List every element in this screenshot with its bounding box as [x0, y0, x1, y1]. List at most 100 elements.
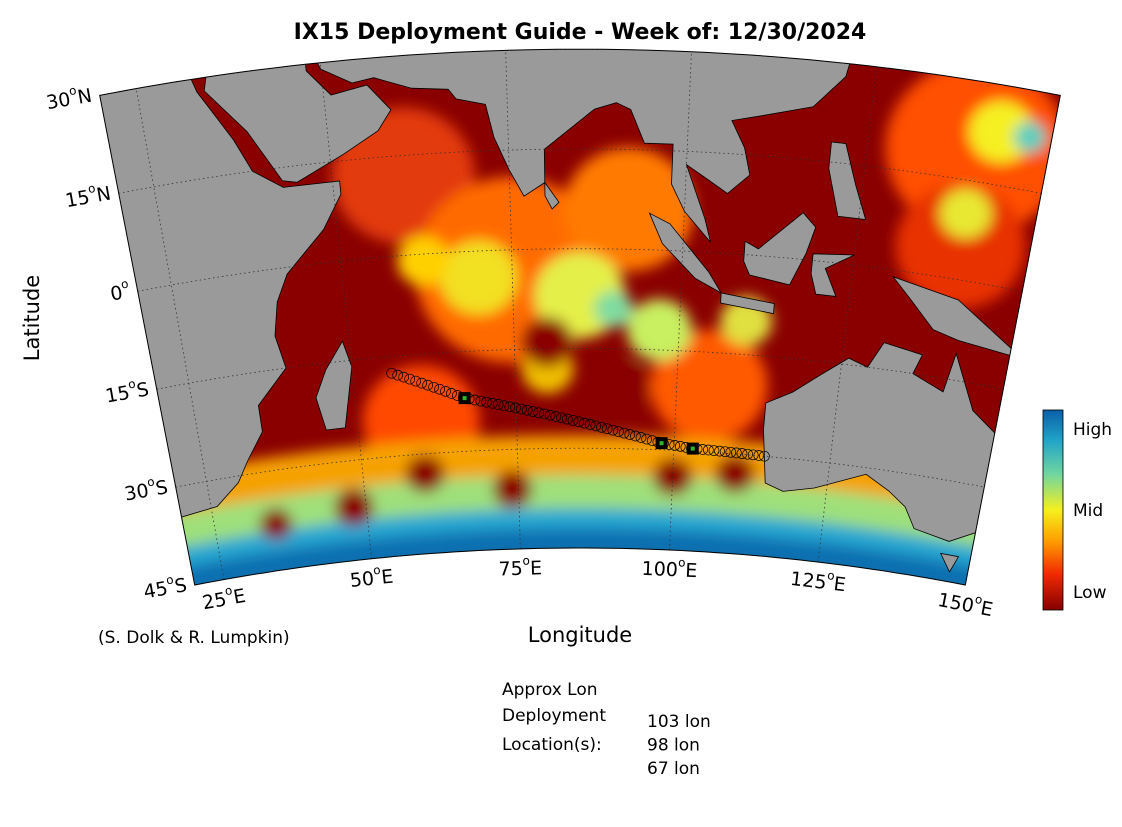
track-point: [550, 411, 562, 422]
grid-line: [118, 148, 1042, 194]
tick-number: 150: [936, 588, 976, 617]
track-point: [607, 424, 619, 436]
ocean-blob: [650, 329, 768, 442]
track-point: [630, 430, 641, 442]
track-point: [504, 401, 516, 413]
tick-label: 30oN: [44, 80, 94, 114]
land-mass: [203, 50, 392, 183]
track-point: [527, 406, 539, 417]
track-point: [669, 440, 681, 451]
track-point: [446, 388, 457, 399]
tick-number: 15: [64, 186, 92, 212]
track-point: [702, 444, 714, 456]
tick-number: 15: [104, 381, 132, 407]
grid-line: [175, 447, 985, 488]
tick-label: 50oE: [348, 561, 394, 591]
track-point: [386, 367, 397, 379]
ocean-blob: [259, 508, 293, 540]
credit: (S. Dolk & R. Lumpkin): [98, 628, 290, 648]
tick-number: 45: [142, 577, 170, 603]
track-point: [742, 448, 753, 460]
tick-label: 45oS: [141, 570, 188, 603]
ocean-blob: [521, 317, 574, 367]
tick-hemisphere: S: [173, 574, 189, 598]
ocean-blob: [1013, 121, 1047, 153]
deployment-heading: Deployment: [502, 706, 606, 726]
tick-degree: o: [224, 583, 234, 598]
tick-number: 125: [789, 567, 828, 593]
ocean-blob: [397, 235, 450, 286]
track-point: [747, 449, 759, 461]
tick-degree: o: [146, 474, 156, 489]
track-point: [416, 377, 428, 389]
tick-degree: o: [68, 83, 78, 98]
tick-label: 0o: [108, 276, 132, 305]
deployment-marker-center: [659, 441, 664, 446]
track-point: [392, 369, 404, 381]
colorbar-label: Low: [1073, 583, 1107, 603]
tick-number: 100: [641, 557, 678, 581]
tick-hemisphere: S: [135, 378, 151, 402]
track-point: [584, 419, 596, 430]
tick-number: 25: [201, 588, 229, 614]
track-point: [759, 450, 770, 462]
track-point: [714, 445, 725, 457]
track-point: [481, 396, 492, 408]
track-point: [561, 413, 573, 425]
track-point: [498, 400, 510, 411]
tick-label: 15oS: [103, 374, 150, 407]
track-point: [573, 416, 585, 428]
land-mass: [315, 340, 353, 431]
tick-degree: o: [678, 555, 686, 569]
colorbar-label: High: [1073, 420, 1112, 440]
track-point: [736, 448, 748, 459]
title: IX15 Deployment Guide - Week of: 12/30/2…: [294, 20, 867, 45]
y-axis-label: Latitude: [20, 275, 44, 361]
track-point: [618, 427, 630, 439]
deployment-location: 98 lon: [647, 736, 700, 756]
tick-label: 15oN: [63, 178, 113, 212]
ocean-blob: [895, 184, 1026, 309]
tick-label: 25oE: [200, 580, 247, 613]
track-point: [579, 417, 590, 429]
tick-label: 150oE: [936, 585, 996, 621]
track-point: [492, 399, 504, 410]
track-point: [567, 415, 579, 426]
tick-number: 30: [123, 479, 151, 505]
deployment-location: 103 lon: [647, 712, 711, 732]
tick-degree: o: [372, 562, 381, 577]
tick-degree: o: [127, 376, 137, 391]
tick-number: 50: [349, 567, 375, 591]
tick-hemisphere: E: [380, 565, 394, 588]
track-point: [434, 383, 445, 395]
track-point: [753, 450, 765, 461]
tick-degree: o: [974, 591, 984, 606]
land-mass: [720, 292, 775, 315]
tick-degree: o: [522, 553, 530, 567]
track-point: [487, 397, 498, 409]
track-point: [613, 426, 624, 437]
ocean-band: [161, 528, 999, 586]
deployment-marker-center: [462, 396, 467, 401]
tick-label: 125oE: [789, 563, 847, 595]
colorbar-label: Mid: [1073, 501, 1103, 521]
ocean-blob: [405, 455, 445, 493]
track-point: [601, 423, 613, 435]
track-point: [544, 409, 556, 421]
track-point: [641, 433, 652, 445]
track-point: [510, 402, 521, 414]
tick-hemisphere: E: [979, 597, 995, 621]
tick-degree: o: [120, 276, 130, 291]
track-point: [556, 412, 567, 424]
land-mass: [810, 253, 855, 297]
track-point: [398, 371, 410, 383]
ocean-blob: [939, 188, 992, 239]
track-point: [590, 420, 602, 432]
ocean-blob: [492, 470, 532, 508]
land-mass: [301, 49, 859, 243]
tick-hemisphere: E: [530, 557, 543, 579]
track-point: [440, 385, 451, 397]
tick-label: 75oE: [498, 553, 542, 580]
